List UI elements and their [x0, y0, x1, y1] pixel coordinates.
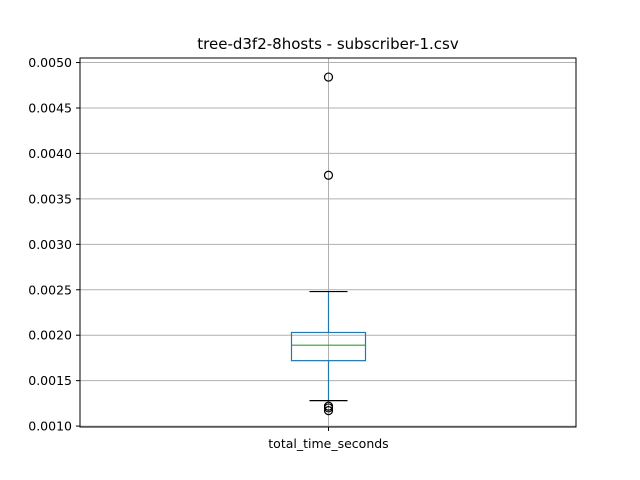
plot-frame — [79, 57, 577, 428]
outlier-point — [323, 403, 334, 413]
outlier-point — [323, 170, 334, 180]
axis-layer: 0.0010 0.0015 0.0020 0.0025 0.0030 0.0035 0.00… — [28, 55, 388, 451]
y-tick-label: 0.0050 — [28, 55, 72, 70]
y-tick-label: 0.0035 — [28, 191, 72, 206]
y-tick-label: 0.0015 — [28, 373, 72, 388]
outlier-point — [323, 406, 334, 416]
y-tick-label: 0.0040 — [28, 146, 72, 161]
y-tick-label: 0.0010 — [28, 419, 72, 434]
chart-title: tree-d3f2-8hosts - subscriber-1.csv — [197, 35, 459, 53]
box-layer — [290, 72, 367, 416]
y-tick-label: 0.0030 — [28, 237, 72, 252]
x-tick-label: total_time_seconds — [268, 436, 388, 451]
iqr-box — [290, 331, 367, 362]
y-tick-label: 0.0020 — [28, 328, 72, 343]
outlier-point — [323, 72, 334, 82]
y-tick-label: 0.0045 — [28, 100, 72, 115]
y-tick-label: 0.0025 — [28, 282, 72, 297]
